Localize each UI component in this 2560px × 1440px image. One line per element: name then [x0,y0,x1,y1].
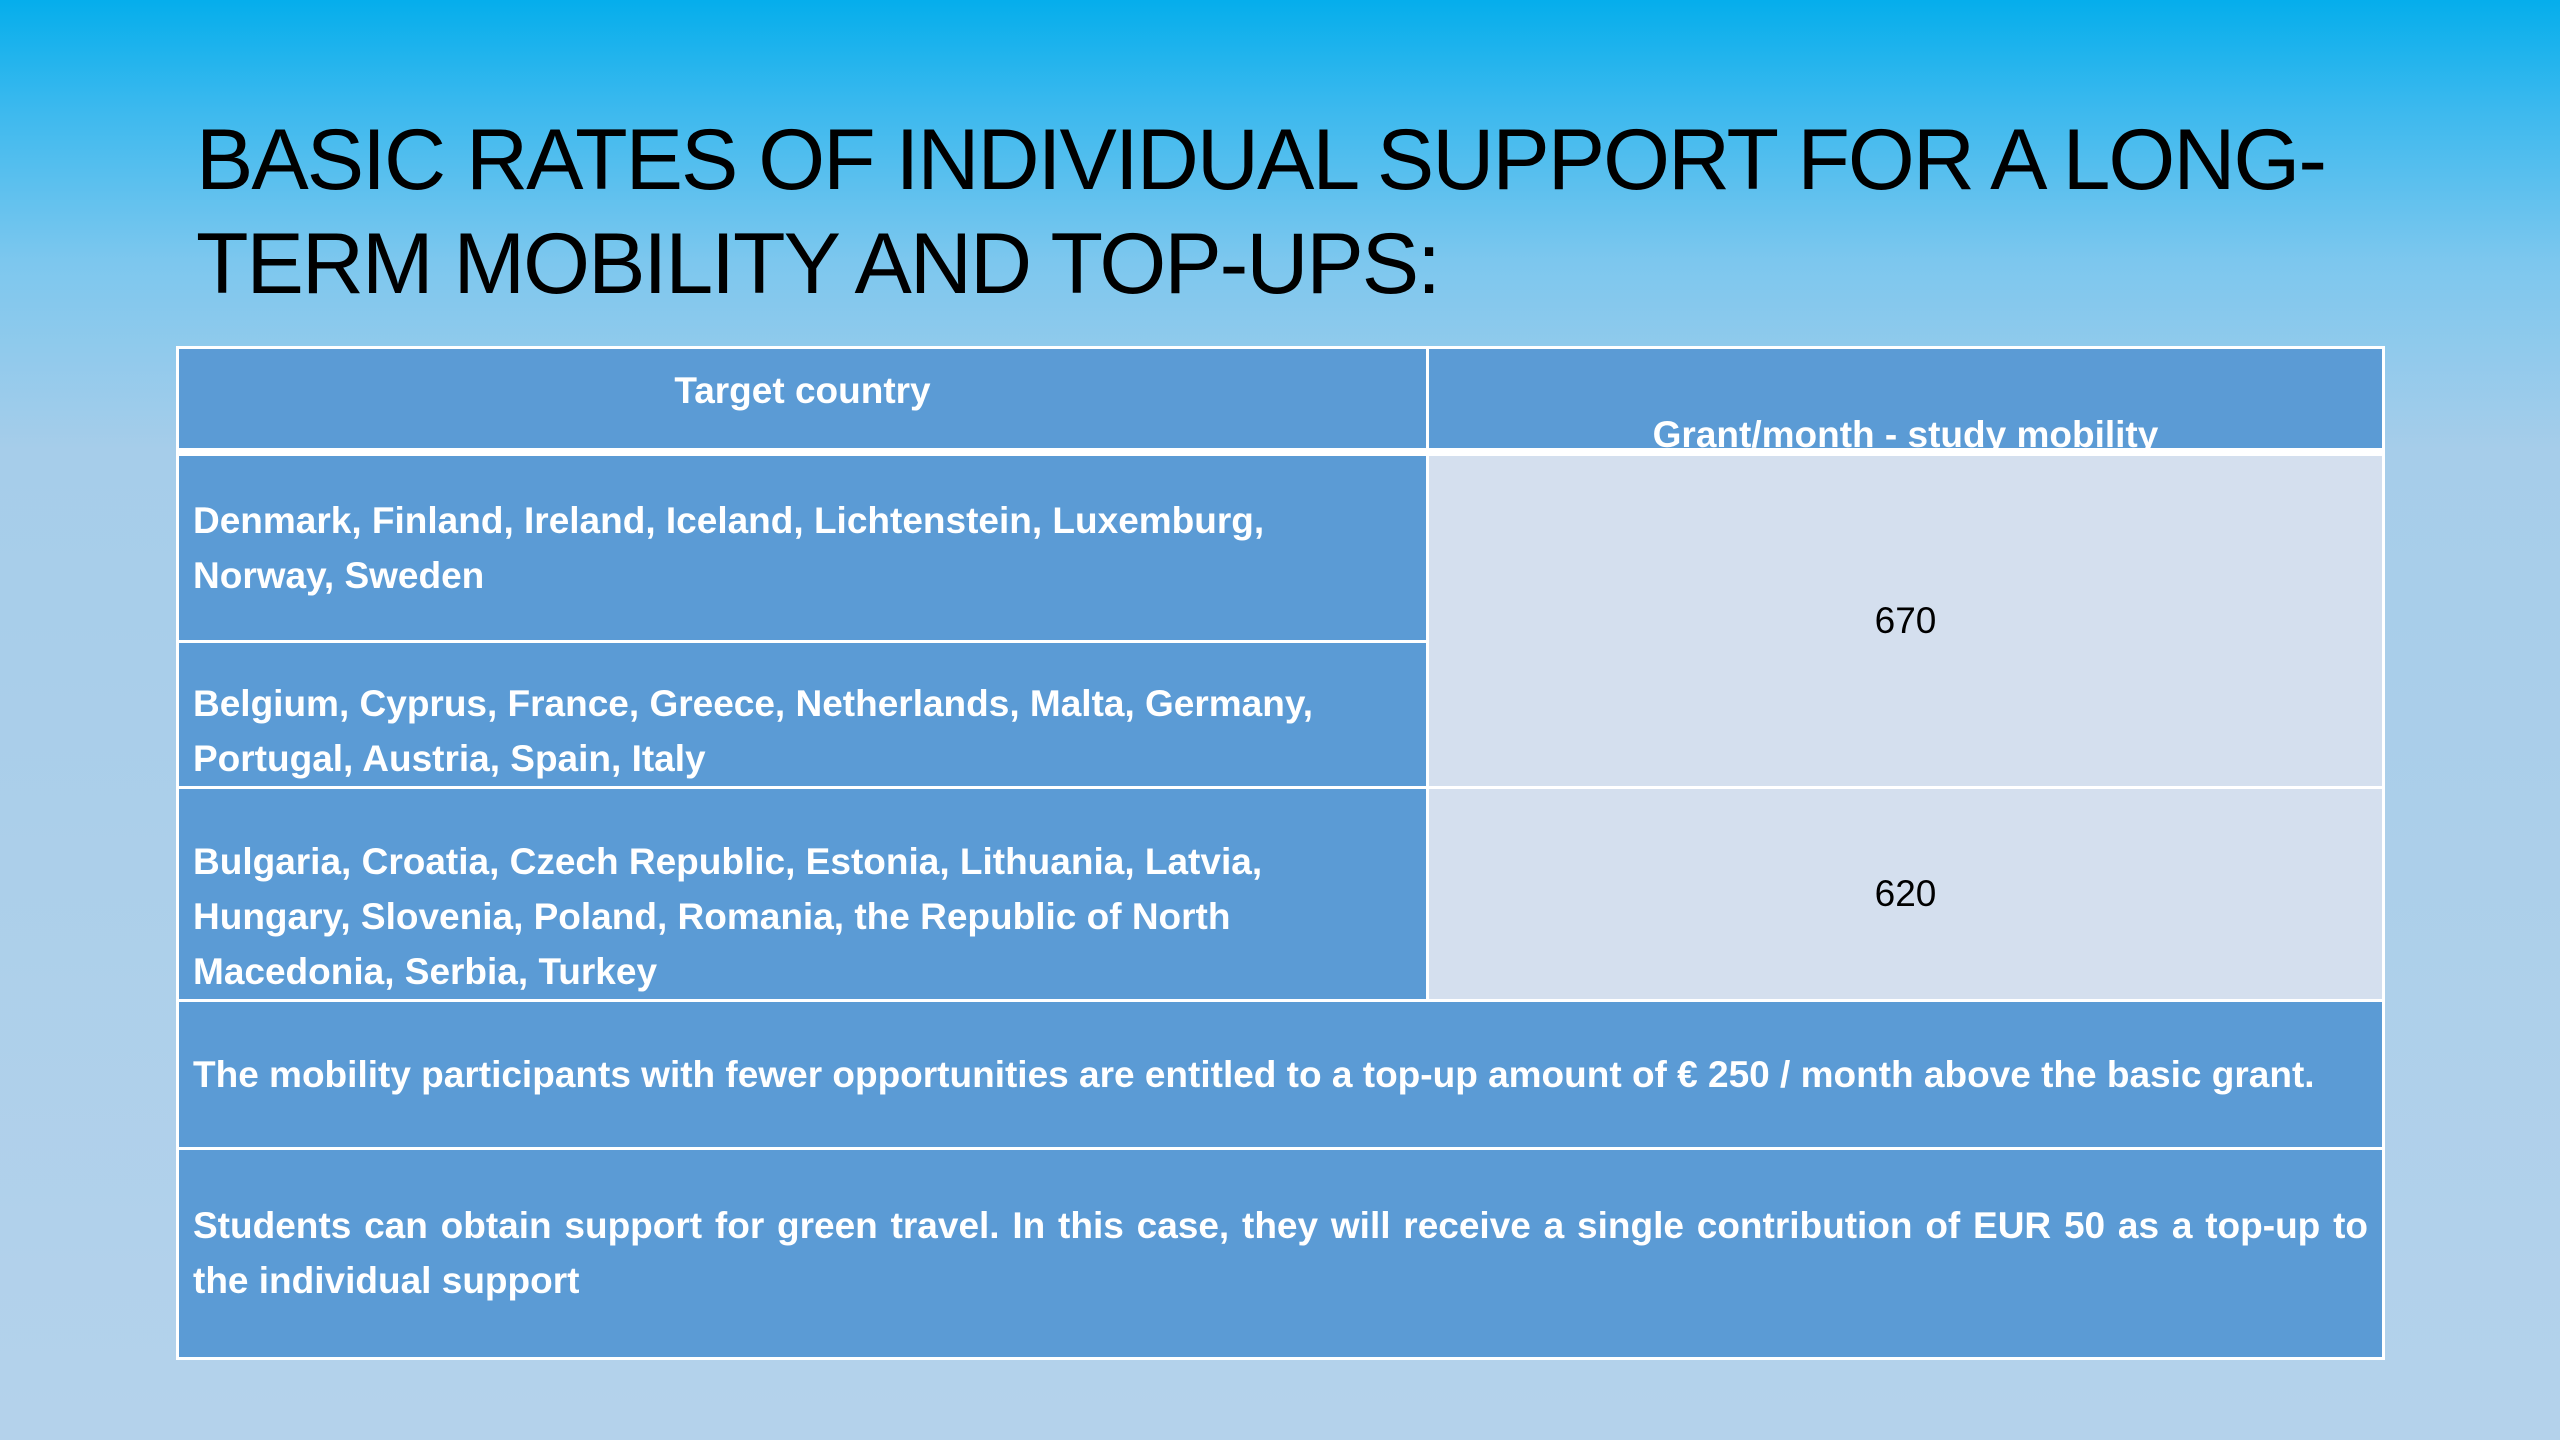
table-header-row: Target country Grant/month - study mobil… [176,346,2385,455]
table-row: The mobility participants with fewer opp… [176,998,2385,1150]
country-group-3: Bulgaria, Croatia, Czech Republic, Eston… [176,786,1429,1002]
grant-value-670: 670 [1426,449,2385,790]
grant-value-620: 620 [1426,786,2385,1002]
slide-title: BASIC RATES OF INDIVIDUAL SUPPORT FOR A … [196,112,2327,312]
table-row: Bulgaria, Croatia, Czech Republic, Eston… [176,786,2385,1002]
country-group-1: Denmark, Finland, Ireland, Iceland, Lich… [176,449,1429,644]
country-group-2: Belgium, Cyprus, France, Greece, Netherl… [176,640,1429,790]
top-up-fewer-opportunities-note: The mobility participants with fewer opp… [176,998,2385,1150]
header-grant-label: Grant/month - study mobility [1652,413,2159,455]
rates-table: Target country Grant/month - study mobil… [176,346,2385,1361]
header-target-country: Target country [176,346,1429,453]
green-travel-note: Students can obtain support for green tr… [176,1146,2385,1361]
table-row: Belgium, Cyprus, France, Greece, Netherl… [176,640,2384,790]
table-row: Denmark, Finland, Ireland, Iceland, Lich… [176,449,2385,790]
table-row: Students can obtain support for green tr… [176,1146,2385,1361]
header-grant-month: Grant/month - study mobility [1426,346,2385,455]
